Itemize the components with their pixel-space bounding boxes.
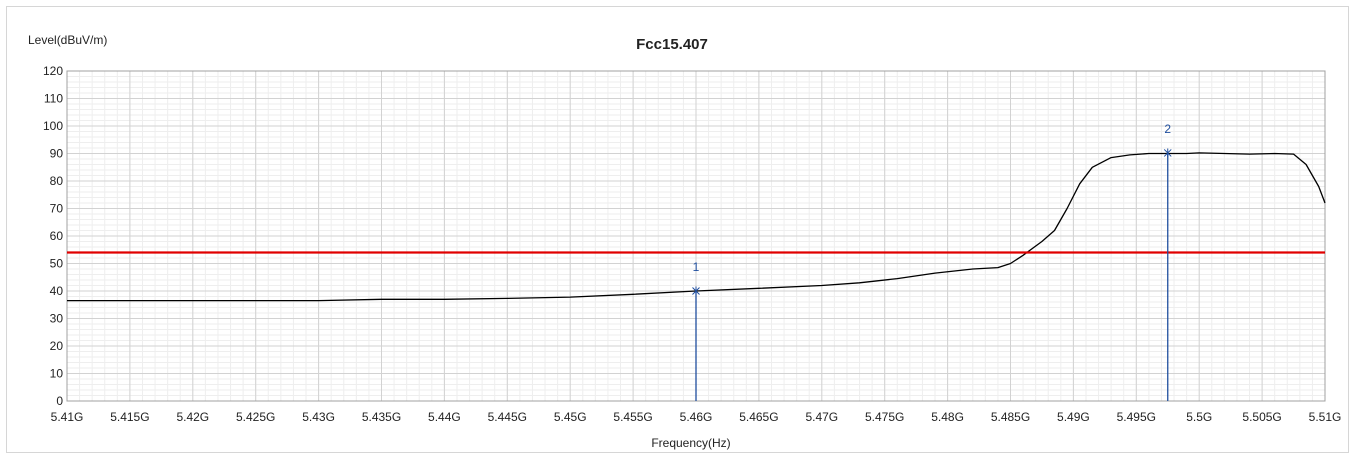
y-tick-label: 0 bbox=[56, 394, 63, 408]
x-tick-label: 5.48G bbox=[931, 410, 964, 424]
x-tick-label: 5.505G bbox=[1242, 410, 1281, 424]
marker-point-2 bbox=[1163, 148, 1172, 158]
y-tick-label: 100 bbox=[43, 119, 63, 133]
y-tick-label: 120 bbox=[43, 64, 63, 78]
x-tick-label: 5.465G bbox=[739, 410, 778, 424]
y-tick-label: 10 bbox=[50, 367, 64, 381]
x-tick-labels: 5.41G 5.415G 5.42G 5.425G 5.43G 5.435G 5.44G 5.… bbox=[51, 410, 1342, 424]
y-tick-label: 70 bbox=[50, 202, 64, 216]
y-tick-label: 60 bbox=[50, 229, 64, 243]
x-tick-label: 5.47G bbox=[805, 410, 838, 424]
y-tick-label: 50 bbox=[50, 257, 64, 271]
y-tick-label: 80 bbox=[50, 174, 64, 188]
marker-point-1 bbox=[692, 286, 700, 296]
x-tick-label: 5.41G bbox=[51, 410, 84, 424]
level-trace-line bbox=[67, 152, 1326, 302]
x-tick-label: 5.425G bbox=[236, 410, 275, 424]
y-tick-label: 90 bbox=[50, 147, 64, 161]
y-tick-labels: 0 10 20 30 40 50 60 70 80 90 100 110 120 bbox=[43, 64, 63, 408]
x-tick-label: 5.46G bbox=[680, 410, 713, 424]
x-tick-label: 5.42G bbox=[176, 410, 209, 424]
x-tick-label: 5.415G bbox=[110, 410, 149, 424]
y-tick-label: 110 bbox=[44, 92, 63, 106]
y-tick-label: 20 bbox=[50, 339, 64, 353]
x-tick-label: 5.455G bbox=[613, 410, 652, 424]
x-tick-label: 5.51G bbox=[1309, 410, 1342, 424]
x-tick-label: 5.43G bbox=[302, 410, 335, 424]
marker-label-1: 1 bbox=[693, 260, 700, 274]
x-tick-label: 5.485G bbox=[991, 410, 1030, 424]
x-tick-label: 5.445G bbox=[488, 410, 527, 424]
x-tick-label: 5.44G bbox=[428, 410, 461, 424]
x-tick-label: 5.495G bbox=[1117, 410, 1156, 424]
x-tick-label: 5.45G bbox=[554, 410, 587, 424]
x-axis-label: Frequency(Hz) bbox=[651, 436, 730, 450]
x-tick-label: 5.49G bbox=[1057, 410, 1090, 424]
x-tick-label: 5.475G bbox=[865, 410, 904, 424]
y-tick-label: 30 bbox=[50, 312, 64, 326]
x-tick-label: 5.435G bbox=[362, 410, 401, 424]
chart-title: Fcc15.407 bbox=[636, 36, 708, 53]
marker-layer: 12 bbox=[692, 122, 1172, 401]
x-tick-label: 5.5G bbox=[1186, 410, 1212, 424]
y-axis-label: Level(dBuV/m) bbox=[28, 33, 107, 47]
marker-label-2: 2 bbox=[1164, 122, 1171, 136]
series-layer bbox=[67, 152, 1326, 302]
y-tick-label: 40 bbox=[50, 284, 64, 298]
